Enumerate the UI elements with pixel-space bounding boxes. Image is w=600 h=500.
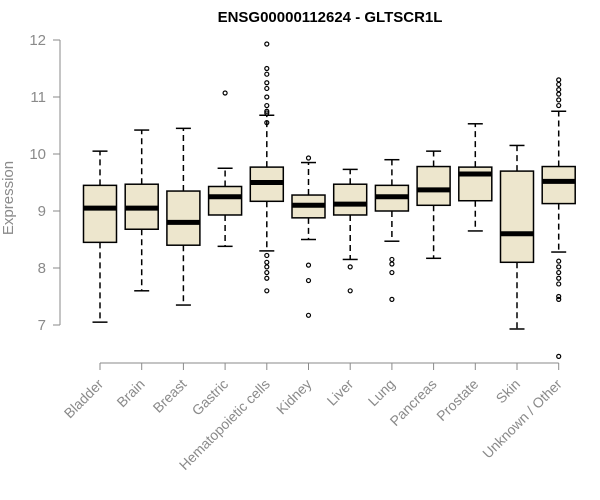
outlier-point (556, 264, 562, 270)
outlier-point (264, 288, 270, 294)
outlier-point (556, 86, 562, 93)
y-axis-label: Expression (0, 161, 17, 235)
outlier-point (264, 275, 270, 281)
x-tick-label: Unknown / Other (479, 376, 565, 462)
outlier-point (389, 256, 395, 263)
outlier-point (264, 41, 270, 47)
outlier-point (389, 261, 395, 267)
box-group (166, 127, 201, 306)
box-group (291, 155, 326, 318)
y-tick-label: 11 (30, 89, 46, 106)
box-group (541, 77, 576, 359)
outlier-point (264, 65, 270, 72)
x-tick-label: Brain (113, 376, 147, 410)
outlier-point (305, 155, 312, 161)
box-group (82, 150, 118, 323)
y-axis: 7 8 9 10 11 12 (29, 32, 61, 334)
outlier-point (347, 264, 353, 270)
x-tick-label: Skin (493, 376, 524, 407)
outlier-point (264, 85, 270, 92)
box-iqr (499, 170, 535, 264)
box-group (499, 144, 535, 330)
outlier-point (264, 108, 270, 114)
box-iqr (82, 184, 118, 244)
outlier-point (264, 120, 270, 126)
box-iqr (541, 165, 576, 205)
outlier-point (556, 281, 562, 287)
outlier-point (556, 102, 562, 109)
y-tick-label: 8 (38, 260, 46, 277)
outlier-point (305, 277, 312, 284)
y-tick-label: 10 (29, 146, 46, 163)
x-tick-label: Lung (365, 376, 398, 409)
outlier-point (389, 269, 395, 276)
box-group (458, 123, 493, 232)
chart-title: ENSG00000112624 - GLTSCR1L (218, 9, 443, 26)
outlier-point (556, 77, 562, 83)
outlier-point (556, 353, 562, 359)
outlier-point (556, 91, 562, 97)
outlier-point (347, 288, 353, 294)
box-iqr (332, 183, 368, 216)
box-iqr (207, 185, 243, 216)
outlier-point (556, 275, 562, 281)
outlier-point (556, 97, 562, 103)
y-tick-label: 9 (38, 203, 46, 220)
outlier-point (556, 296, 562, 302)
outlier-point (264, 80, 270, 86)
y-tick-label: 7 (38, 317, 46, 334)
box-iqr (416, 165, 451, 207)
outlier-point (305, 262, 312, 268)
outlier-point (264, 71, 270, 77)
box-series (82, 41, 576, 359)
outlier-point (556, 269, 562, 276)
outlier-point (264, 110, 270, 116)
outlier-point (389, 296, 395, 302)
outlier-point (264, 252, 270, 259)
y-tick-label: 12 (29, 32, 46, 49)
box-group (416, 150, 451, 260)
x-tick-label: Kidney (273, 376, 315, 418)
box-group (374, 158, 410, 302)
outlier-point (556, 258, 562, 264)
x-tick-label: Liver (324, 376, 357, 409)
x-tick-label: Bladder (61, 376, 107, 422)
outlier-point (556, 293, 562, 300)
x-tick-label: Breast (150, 376, 190, 416)
outlier-point (264, 102, 270, 109)
x-tick-label: Prostate (433, 376, 481, 424)
outlier-point (264, 259, 270, 265)
outlier-point (222, 90, 228, 96)
outlier-point (264, 94, 270, 100)
box-group (249, 41, 285, 294)
outlier-point (305, 312, 312, 318)
box-group (332, 168, 368, 294)
box-group (124, 129, 159, 292)
outlier-point (264, 264, 270, 270)
box-group (207, 90, 243, 248)
outlier-point (556, 81, 562, 88)
box-iqr (166, 190, 201, 246)
outlier-point (264, 269, 270, 276)
